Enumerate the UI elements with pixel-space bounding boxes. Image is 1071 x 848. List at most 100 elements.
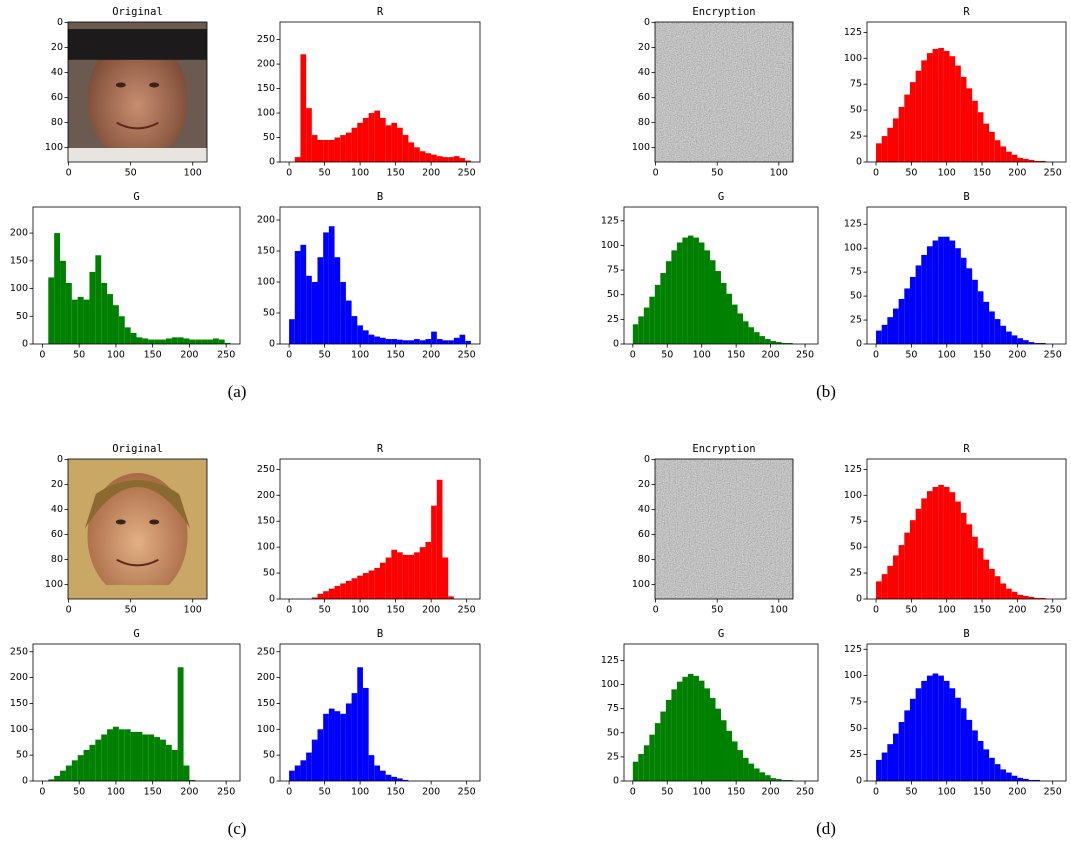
bar bbox=[682, 676, 688, 781]
bar bbox=[715, 708, 721, 781]
bar bbox=[632, 761, 639, 781]
bar bbox=[453, 156, 460, 162]
bar bbox=[311, 739, 318, 781]
histogram bbox=[632, 673, 793, 781]
y-tick-label: 200 bbox=[10, 672, 28, 683]
y-tick-label: 250 bbox=[257, 34, 275, 45]
bar bbox=[994, 319, 1001, 344]
y-tick-label: 100 bbox=[257, 542, 275, 553]
bar bbox=[380, 337, 386, 344]
bar bbox=[909, 520, 916, 599]
bar bbox=[357, 667, 363, 781]
x-tick-label: 50 bbox=[319, 787, 331, 798]
y-tick-label: 25 bbox=[607, 314, 619, 325]
chart-title: Original bbox=[112, 6, 163, 18]
x-tick-label: 200 bbox=[1008, 605, 1026, 616]
bar bbox=[943, 236, 950, 344]
bar bbox=[893, 555, 899, 599]
image-noise bbox=[655, 22, 793, 162]
y-tick-label: 200 bbox=[257, 215, 275, 226]
bar bbox=[881, 574, 888, 599]
bar bbox=[136, 731, 143, 781]
bar bbox=[989, 757, 995, 781]
histogram bbox=[48, 233, 231, 344]
bar bbox=[1039, 160, 1046, 162]
bar bbox=[48, 779, 55, 781]
bar bbox=[1017, 777, 1024, 781]
image bbox=[68, 459, 207, 599]
axes-frame bbox=[654, 458, 794, 600]
bar bbox=[154, 339, 161, 344]
chart-title: G bbox=[133, 628, 139, 640]
bar bbox=[938, 236, 944, 344]
bar bbox=[107, 294, 113, 344]
bar bbox=[340, 135, 346, 162]
y-tick-label: 40 bbox=[51, 504, 63, 515]
bar bbox=[340, 282, 346, 344]
x-tick-label: 100 bbox=[770, 605, 788, 616]
bar bbox=[904, 94, 910, 162]
bar bbox=[915, 508, 922, 599]
panel-label: (a) bbox=[228, 382, 247, 401]
bar bbox=[921, 498, 927, 599]
bar bbox=[201, 339, 208, 344]
bar bbox=[101, 734, 108, 781]
bar bbox=[949, 688, 956, 781]
bar bbox=[904, 532, 910, 599]
bar bbox=[893, 733, 899, 781]
x-tick-label: 150 bbox=[973, 350, 991, 361]
y-tick-label: 125 bbox=[601, 215, 619, 226]
bar bbox=[397, 339, 403, 344]
bar bbox=[300, 54, 307, 162]
axes-frame bbox=[279, 206, 481, 345]
x-tick-label: 200 bbox=[422, 350, 440, 361]
bar bbox=[715, 271, 721, 344]
bar bbox=[391, 549, 398, 599]
bar bbox=[71, 760, 78, 781]
bar bbox=[357, 325, 363, 344]
y-tick-label: 0 bbox=[856, 776, 862, 787]
panel-label: (d) bbox=[816, 819, 836, 838]
bar bbox=[932, 48, 939, 162]
x-tick-label: 0 bbox=[653, 605, 659, 616]
image-headband bbox=[68, 29, 207, 60]
bar bbox=[765, 775, 771, 781]
bar bbox=[881, 752, 888, 781]
bar bbox=[994, 576, 1001, 599]
x-tick-label: 0 bbox=[630, 350, 636, 361]
bar bbox=[294, 251, 301, 344]
bar bbox=[966, 88, 973, 162]
y-tick-label: 150 bbox=[257, 516, 275, 527]
chart-title: R bbox=[377, 443, 384, 455]
bar bbox=[362, 117, 369, 162]
bar bbox=[212, 338, 219, 344]
bar bbox=[95, 255, 102, 344]
bar bbox=[380, 117, 386, 162]
y-tick-label: 0 bbox=[269, 339, 275, 350]
image-shirt bbox=[68, 585, 207, 599]
axes-frame bbox=[279, 21, 481, 163]
bar bbox=[334, 586, 341, 599]
x-tick-label: 0 bbox=[39, 787, 45, 798]
bar bbox=[709, 260, 716, 344]
bar bbox=[781, 343, 788, 344]
bar bbox=[397, 127, 403, 162]
chart-title: G bbox=[718, 628, 724, 640]
y-tick-label: 0 bbox=[269, 776, 275, 787]
image-mouth bbox=[116, 121, 159, 130]
bar bbox=[112, 726, 119, 781]
bar bbox=[881, 324, 888, 344]
axes-frame bbox=[32, 206, 241, 345]
bar bbox=[1023, 158, 1029, 162]
axes-frame bbox=[279, 458, 481, 600]
bar bbox=[1034, 343, 1040, 344]
y-tick-label: 40 bbox=[638, 67, 650, 78]
y-tick-label: 75 bbox=[850, 696, 862, 707]
bar bbox=[328, 226, 335, 344]
x-tick-label: 100 bbox=[938, 350, 956, 361]
bar bbox=[189, 339, 196, 344]
x-tick-label: 150 bbox=[387, 787, 405, 798]
y-tick-label: 80 bbox=[638, 117, 650, 128]
bar bbox=[915, 688, 922, 781]
bar bbox=[107, 729, 113, 781]
